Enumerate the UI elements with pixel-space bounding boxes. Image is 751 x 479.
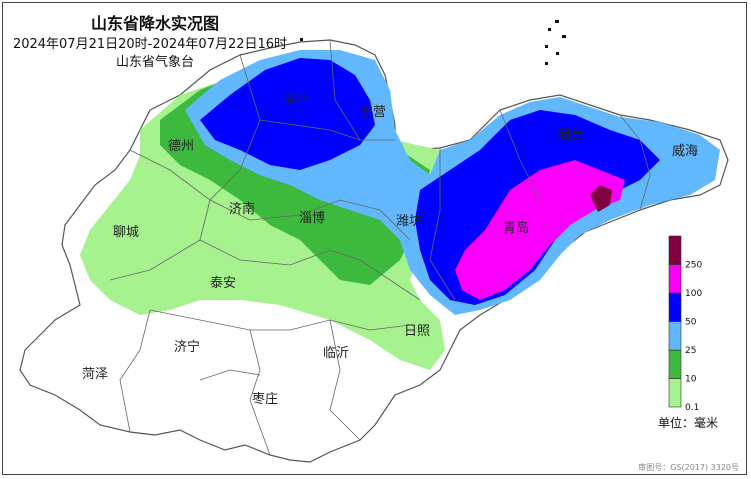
legend: 0.1 10 25 50 100 250 [668,235,702,413]
prefecture-boundaries [109,39,651,456]
map-frame [2,2,747,475]
approval-number: 审图号：GS(2017) 3320号 [638,463,739,472]
legend-tick-label: 25 [685,346,696,356]
city-label-dezhou: 德州 [168,139,194,154]
city-label-jinan: 济南 [229,201,255,217]
city-label-heze: 菏泽 [82,367,108,382]
city-label-jining: 济宁 [174,339,200,355]
city-label-taian: 泰安 [210,276,236,291]
legend-swatch [668,349,682,379]
map-period: 2024年07月21日20时-2024年07月22日16时 [12,37,288,52]
city-label-liaocheng: 聊城 [113,225,139,240]
legend-unit-label: 单位：毫米 [658,416,719,430]
legend-swatch [668,321,682,351]
city-label-weihai: 威海 [672,144,698,159]
islands [300,20,566,65]
city-labels: 滨州 东营 烟台 威海 德州 济南 淄博 潍坊 青岛 聊城 泰安 日照 济宁 临… [82,91,698,407]
city-label-rizhao: 日照 [404,324,430,339]
legend-tick-label: 0.1 [685,403,699,413]
city-label-linyi: 临沂 [323,346,349,361]
city-label-qingdao: 青岛 [503,220,529,236]
legend-tick-label: 250 [685,261,702,271]
map-title: 山东省降水实况图 [90,14,219,33]
city-label-zaozhuang: 枣庄 [252,391,278,407]
legend-swatch [668,292,682,322]
map-agency: 山东省气象台 [115,55,194,70]
legend-swatch [668,235,682,265]
legend-swatch [668,378,682,408]
legend-swatch [668,264,682,294]
rain-zone-250-plus [590,185,612,212]
legend-tick-label: 50 [685,318,697,328]
rain-zone-100-250 [455,160,625,300]
legend-tick-label: 10 [685,375,697,385]
city-label-dongying: 东营 [360,105,386,120]
city-label-zibo: 淄博 [299,211,325,226]
legend-tick-label: 100 [685,289,702,299]
city-label-weifang: 潍坊 [396,214,422,229]
city-label-yantai: 烟台 [557,128,583,143]
city-label-binzhou: 滨州 [283,91,309,107]
